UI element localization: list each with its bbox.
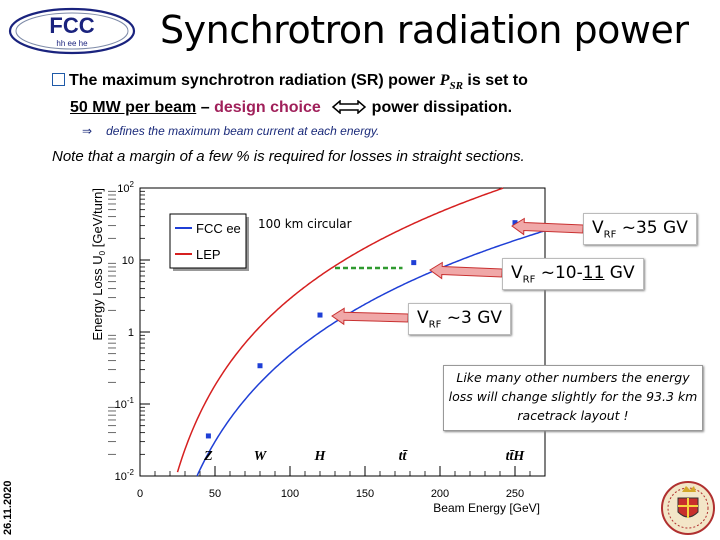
series-line-fcc-ee (196, 229, 546, 477)
data-point (317, 312, 323, 318)
x-tick-label: 0 (137, 488, 143, 500)
note-text: Note that a margin of a few % is require… (52, 148, 525, 165)
data-point (205, 433, 211, 439)
y-tick-label: 102 (117, 180, 134, 195)
sub-bullet: ⇒ defines the maximum beam current at eac… (82, 124, 380, 138)
page-title: Synchrotron radiation power (160, 8, 689, 52)
process-label: W (254, 449, 268, 464)
implies-arrow-icon: ⇒ (82, 124, 93, 138)
legend-entry: LEP (196, 247, 221, 262)
y-tick-label: 10-2 (115, 468, 135, 483)
y-tick-label: 10 (122, 255, 134, 267)
y-tick-label: 10-1 (115, 396, 135, 411)
arrow-vrf-35 (511, 217, 584, 236)
arrow-vrf-3 (331, 307, 409, 326)
slide-date: 26.11.2020 (2, 480, 14, 535)
bullet-dash: – (196, 99, 215, 117)
data-point (257, 363, 263, 369)
process-label: tt̄H (506, 449, 526, 464)
x-tick-label: 150 (356, 488, 374, 500)
series-line-lep (176, 187, 504, 473)
data-point (411, 260, 417, 266)
bullet-text-1: The maximum synchrotron radiation (SR) p… (69, 72, 440, 89)
circular-label: 100 km circular (258, 217, 352, 231)
bullet-50mw: 50 MW per beam (70, 99, 197, 117)
y-axis-label: Energy Loss U0 [GeV/turn] (90, 188, 107, 341)
psr-symbol: PSR (439, 72, 463, 93)
x-tick-label: 100 (281, 488, 299, 500)
university-crest-icon (661, 481, 715, 535)
x-axis-label: Beam Energy [GeV] (433, 501, 540, 515)
double-arrow-icon (332, 99, 367, 115)
y-tick-label: 1 (128, 327, 134, 339)
data-point (512, 220, 518, 226)
legend-box (169, 213, 247, 269)
arrow-vrf-10 (429, 261, 503, 280)
process-label: H (314, 449, 327, 464)
x-tick-label: 200 (431, 488, 449, 500)
x-tick-label: 250 (506, 488, 524, 500)
bullet-text-2: is set to (462, 72, 528, 89)
main-bullet: The maximum synchrotron radiation (SR) p… (52, 70, 712, 119)
bullet-square-icon (52, 73, 65, 86)
bullet-design-choice: design choice (214, 99, 321, 117)
callout-vrf-3: VRF ~3 GV (408, 303, 512, 336)
logo-sub-text: hh ee he (56, 39, 88, 48)
fcc-logo: FCC hh ee he (8, 7, 136, 55)
legend-entry: FCC ee (196, 221, 241, 236)
remark-box: Like many other numbers the energy loss … (443, 365, 703, 431)
logo-fcc-text: FCC (49, 13, 94, 38)
x-tick-label: 50 (209, 488, 221, 500)
bullet-power-dissipation: power dissipation. (367, 99, 513, 117)
callout-vrf-10: VRF ~10-11 GV (502, 258, 644, 291)
process-label: Z (203, 449, 213, 464)
callout-vrf-35: VRF ~35 GV (583, 213, 697, 246)
process-label: tt̄ (399, 449, 409, 464)
